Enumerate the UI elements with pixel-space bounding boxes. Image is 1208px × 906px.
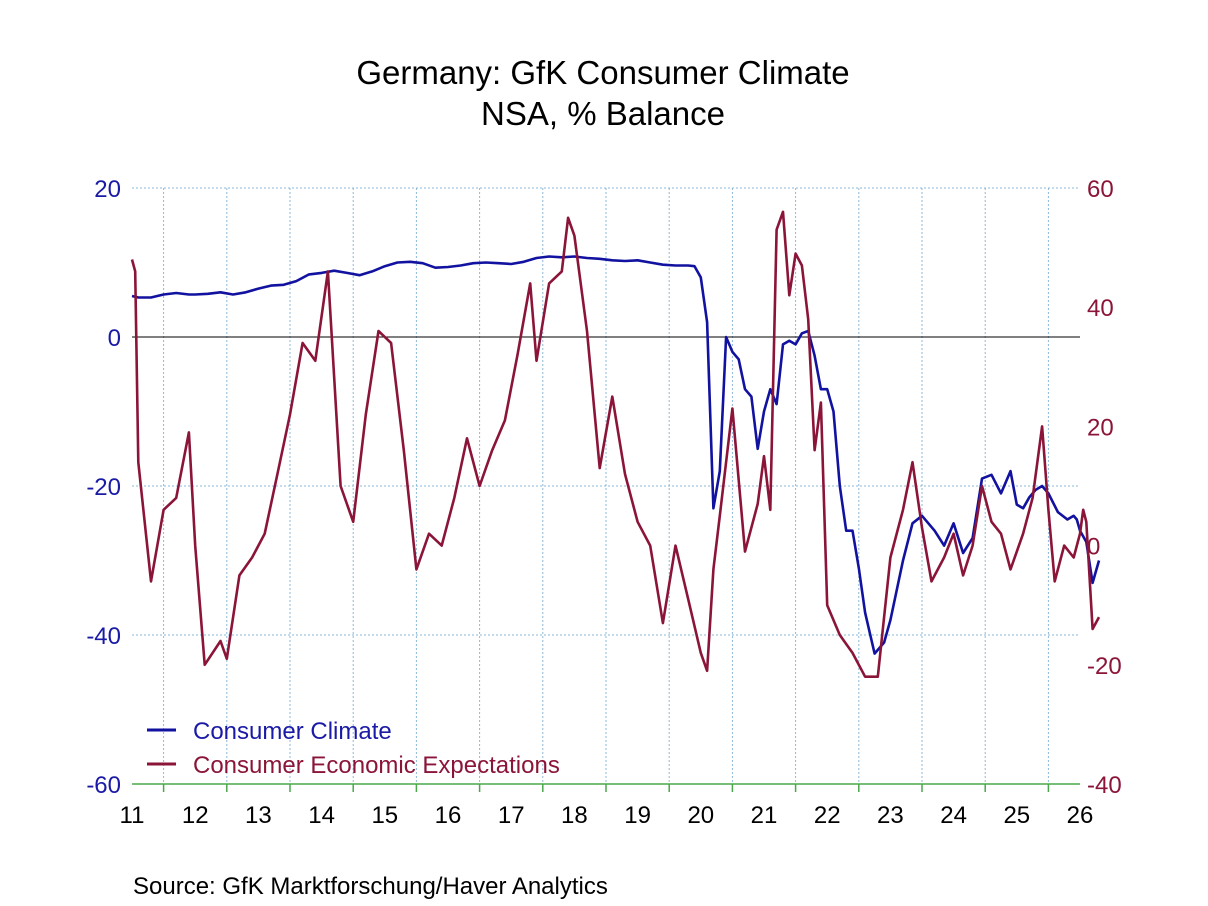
y-right-tick-label: 20	[1087, 414, 1114, 441]
tick-label-layer: 11 12 13 14 15 16 17 18 19 20 21 22 23 24 25 26 20 0 -20 -4…	[86, 176, 1121, 829]
x-tick-label: 22	[814, 802, 841, 829]
x-tick-label: 19	[624, 802, 651, 829]
source-note: Source: GfK Marktforschung/Haver Analyti…	[133, 873, 608, 900]
y-left-tick-label: -60	[86, 772, 121, 799]
y-right-tick-label: 0	[1087, 534, 1100, 561]
legend-label-consumer-climate: Consumer Climate	[193, 718, 392, 745]
legend-label-consumer-economic-expectations: Consumer Economic Expectations	[193, 752, 560, 779]
x-tick-label: 20	[687, 802, 714, 829]
x-tick-label: 21	[751, 802, 778, 829]
axis-layer	[132, 336, 1080, 792]
series-line-consumer-climate	[131, 255, 1101, 655]
x-tick-label: 16	[435, 802, 462, 829]
y-right-tick-label: 60	[1087, 176, 1114, 203]
y-left-tick-label: 0	[108, 325, 121, 352]
x-tick-label: 13	[245, 802, 272, 829]
series-layer	[130, 210, 1101, 678]
chart-title: Germany: GfK Consumer Climate	[356, 54, 849, 91]
x-tick-label: 26	[1067, 802, 1094, 829]
x-tick-label: 17	[498, 802, 525, 829]
y-right-tick-label: -40	[1087, 772, 1122, 799]
y-left-tick-label: -20	[86, 474, 121, 501]
x-tick-label: 11	[120, 802, 145, 829]
x-tick-label: 12	[182, 802, 209, 829]
x-tick-label: 25	[1003, 802, 1030, 829]
y-right-tick-label: -20	[1087, 653, 1122, 680]
y-left-tick-label: -40	[86, 623, 121, 650]
series-line-consumer-economic-expectations	[130, 210, 1101, 678]
x-tick-label: 14	[308, 802, 335, 829]
y-right-tick-label: 40	[1087, 295, 1114, 322]
x-tick-label: 23	[877, 802, 904, 829]
legend: Consumer Climate Consumer Economic Expec…	[147, 718, 560, 779]
y-left-tick-label: 20	[94, 176, 121, 203]
x-tick-label: 18	[561, 802, 588, 829]
x-tick-label: 15	[371, 802, 398, 829]
x-tick-label: 24	[940, 802, 967, 829]
chart-subtitle: NSA, % Balance	[481, 95, 725, 132]
